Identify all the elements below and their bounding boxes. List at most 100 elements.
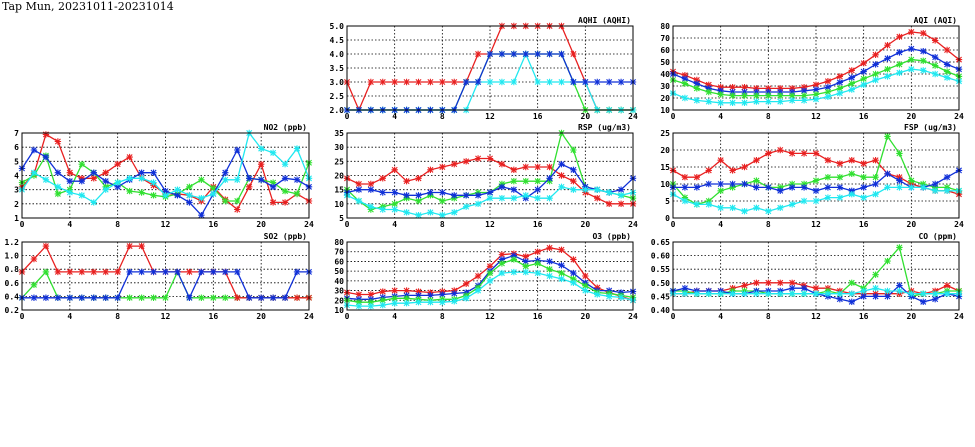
- data-point: [765, 150, 772, 157]
- data-point: [729, 204, 736, 211]
- data-point: [717, 204, 724, 211]
- data-point: [510, 194, 518, 202]
- data-point: [943, 290, 951, 297]
- data-point: [534, 177, 541, 185]
- data-point: [788, 97, 796, 104]
- data-point: [896, 287, 903, 295]
- data-point: [546, 78, 553, 86]
- data-point: [486, 189, 494, 196]
- data-point: [777, 290, 784, 297]
- data-point: [222, 169, 229, 176]
- data-point: [800, 184, 808, 191]
- data-point: [617, 192, 625, 199]
- data-point: [717, 84, 724, 91]
- data-point: [114, 160, 121, 168]
- y-tick-label: 7: [14, 129, 19, 138]
- x-tick-label: 20: [907, 112, 917, 121]
- data-point: [788, 92, 796, 99]
- data-point: [269, 294, 277, 301]
- plot-frame: [21, 241, 310, 311]
- data-point: [510, 186, 518, 193]
- data-point: [30, 255, 38, 263]
- data-point: [753, 184, 760, 191]
- data-point: [54, 190, 62, 198]
- series-red: [669, 28, 963, 92]
- data-point: [741, 208, 748, 215]
- data-point: [138, 169, 145, 176]
- data-point: [943, 187, 951, 194]
- data-point: [102, 294, 109, 301]
- data-point: [824, 88, 832, 96]
- x-tick-label: 24: [628, 220, 638, 229]
- data-point: [570, 50, 577, 58]
- x-tick-label: 4: [392, 112, 397, 121]
- x-tick-label: 4: [718, 112, 723, 121]
- data-point: [451, 192, 458, 199]
- data-point: [174, 186, 181, 193]
- data-point: [741, 163, 748, 171]
- data-point: [162, 268, 169, 276]
- y-tick-label: 10: [334, 200, 344, 209]
- data-point: [403, 209, 410, 216]
- data-point: [753, 157, 760, 164]
- data-point: [582, 78, 589, 86]
- data-point: [126, 242, 133, 250]
- y-tick-label: 2: [14, 200, 19, 209]
- data-point: [367, 203, 375, 210]
- data-point: [896, 177, 903, 184]
- data-point: [753, 279, 760, 286]
- data-point: [427, 189, 434, 196]
- data-point: [777, 279, 784, 286]
- data-point: [391, 300, 398, 307]
- data-point: [848, 74, 855, 81]
- x-tick-label: 4: [718, 312, 723, 321]
- data-point: [943, 174, 951, 181]
- data-point: [391, 78, 398, 86]
- data-point: [884, 293, 891, 300]
- data-point: [30, 281, 38, 289]
- data-point: [824, 157, 832, 164]
- data-point: [788, 290, 796, 297]
- data-point: [403, 78, 410, 86]
- data-point: [582, 272, 589, 280]
- data-point: [605, 78, 613, 86]
- x-tick-label: 0: [345, 312, 350, 321]
- data-point: [222, 197, 229, 205]
- data-point: [558, 183, 565, 191]
- data-point: [812, 197, 820, 205]
- data-point: [884, 42, 891, 49]
- data-point: [872, 174, 879, 181]
- data-point: [836, 290, 844, 297]
- data-point: [896, 244, 903, 251]
- data-point: [102, 186, 109, 193]
- data-point: [234, 268, 241, 276]
- data-point: [943, 74, 951, 81]
- data-point: [257, 145, 265, 152]
- data-point: [498, 260, 506, 267]
- data-point: [884, 66, 891, 73]
- data-point: [884, 73, 891, 80]
- chart-title: AQHI (AQHI): [578, 16, 631, 25]
- data-point: [753, 85, 760, 92]
- x-tick-label: 12: [811, 220, 821, 229]
- y-tick-label: 30: [334, 287, 344, 296]
- data-point: [836, 174, 844, 181]
- y-tick-label: 4.5: [330, 36, 345, 45]
- x-tick-label: 8: [766, 312, 771, 321]
- y-tick-label: 0.65: [651, 238, 670, 247]
- data-point: [570, 269, 577, 277]
- x-tick-label: 4: [67, 312, 72, 321]
- data-point: [138, 189, 145, 196]
- data-point: [210, 294, 217, 301]
- data-point: [848, 170, 855, 177]
- data-point: [30, 146, 38, 154]
- data-point: [522, 177, 529, 185]
- data-point: [439, 189, 446, 196]
- data-point: [474, 192, 482, 199]
- data-point: [439, 211, 446, 219]
- data-point: [234, 294, 241, 301]
- data-point: [729, 167, 736, 174]
- data-point: [150, 294, 157, 301]
- data-point: [605, 189, 613, 196]
- data-point: [884, 257, 891, 265]
